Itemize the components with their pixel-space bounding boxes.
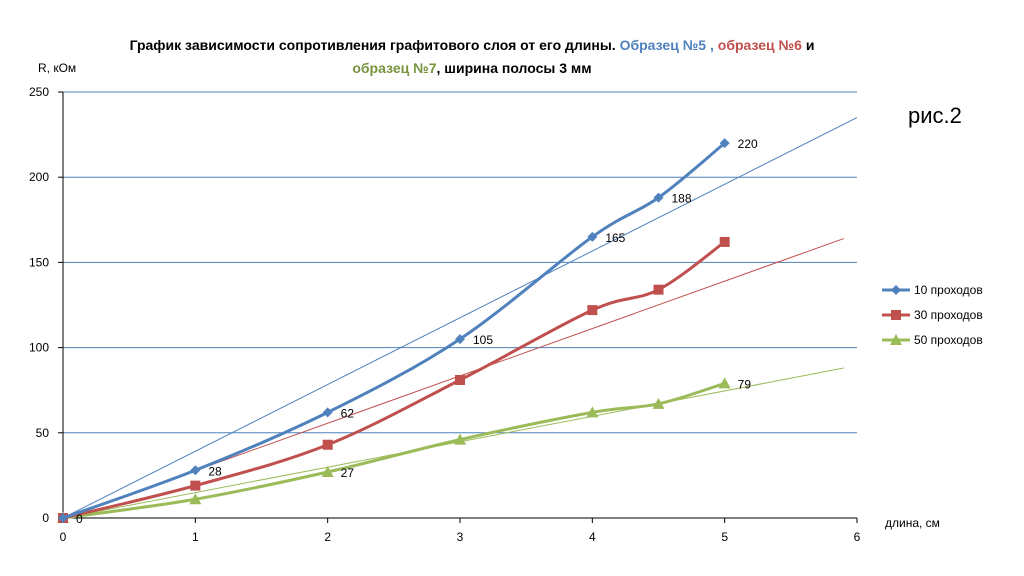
data-point-triangle	[189, 493, 202, 505]
data-point-triangle	[890, 334, 902, 345]
x-tick-label: 0	[60, 530, 67, 544]
data-point-diamond	[719, 138, 730, 149]
data-point-diamond	[653, 192, 664, 203]
x-tick-label: 3	[457, 530, 464, 544]
axes: 0 50 100 150 200 250 0 1 2 3 4 5 6	[29, 85, 861, 544]
data-point-square	[190, 480, 201, 491]
data-point-triangle	[321, 465, 334, 477]
data-point-diamond	[190, 465, 201, 476]
legend-label: 30 проходов	[914, 308, 983, 322]
trendline	[62, 367, 844, 519]
title-part: и	[806, 37, 815, 53]
data-point-triangle	[454, 433, 466, 445]
data-point-square	[891, 310, 901, 320]
data-label: 165	[605, 231, 625, 245]
title-part: образец №6	[718, 37, 806, 53]
legend: 10 проходов 30 проходов 50 проходов	[882, 283, 983, 347]
legend-label: 10 проходов	[914, 283, 983, 297]
data-label: 27	[341, 466, 355, 480]
x-axis-label: длина, см	[885, 516, 940, 530]
x-tick-label: 1	[192, 530, 199, 544]
title-part: , ширина полосы 3 мм	[437, 60, 592, 76]
data-point-square	[653, 284, 664, 295]
series-diamond	[58, 138, 730, 523]
series-line	[62, 381, 726, 520]
data-labels: 0 28 62 105 165 188 220 27 79	[76, 137, 758, 526]
y-tick-label: 250	[29, 85, 49, 99]
title-part: образец №7	[352, 60, 436, 76]
data-point-square	[322, 439, 333, 450]
data-label: 28	[208, 464, 222, 478]
x-tick-label: 2	[324, 530, 331, 544]
x-tick-label: 4	[589, 530, 596, 544]
title-part: График зависимости сопротивления графито…	[130, 37, 620, 53]
data-point-square	[719, 236, 730, 247]
legend-item: 50 проходов	[882, 333, 983, 347]
series-line	[62, 141, 726, 520]
y-tick-label: 100	[29, 341, 49, 355]
figure-label: рис.2	[908, 103, 962, 128]
y-tick-label: 0	[42, 511, 49, 525]
data-point-diamond	[58, 513, 68, 523]
data-label: 105	[473, 333, 493, 347]
data-point-square	[455, 374, 465, 385]
data-point-diamond	[322, 407, 333, 418]
x-tick-label: 5	[721, 530, 728, 544]
chart-title: График зависимости сопротивления графито…	[130, 37, 815, 76]
data-point-diamond	[891, 285, 901, 295]
data-point-triangle	[586, 406, 599, 418]
data-point-square	[587, 305, 598, 316]
x-tick-label: 6	[854, 530, 861, 544]
legend-item: 30 проходов	[882, 308, 983, 322]
data-label: 220	[738, 137, 758, 151]
data-label: 79	[738, 377, 752, 391]
data-point-diamond	[455, 334, 465, 345]
data-label: 0	[76, 512, 83, 526]
title-line-2: образец №7, ширина полосы 3 мм	[352, 60, 591, 76]
y-tick-label: 200	[29, 170, 49, 184]
legend-item: 10 проходов	[882, 283, 983, 297]
title-line-1: График зависимости сопротивления графито…	[130, 37, 815, 53]
title-part: Образец №5 ,	[620, 37, 718, 53]
data-label: 188	[672, 192, 692, 206]
data-point-triangle	[718, 377, 731, 389]
grid	[63, 91, 857, 434]
data-label: 62	[341, 406, 355, 420]
y-tick-label: 150	[29, 255, 49, 269]
trendline	[62, 117, 858, 519]
series	[57, 138, 731, 523]
data-point-triangle	[652, 397, 665, 409]
data-point-diamond	[587, 231, 598, 242]
y-tick-label: 50	[36, 426, 50, 440]
legend-label: 50 проходов	[914, 333, 983, 347]
y-axis-label: R, кОм	[38, 61, 76, 75]
